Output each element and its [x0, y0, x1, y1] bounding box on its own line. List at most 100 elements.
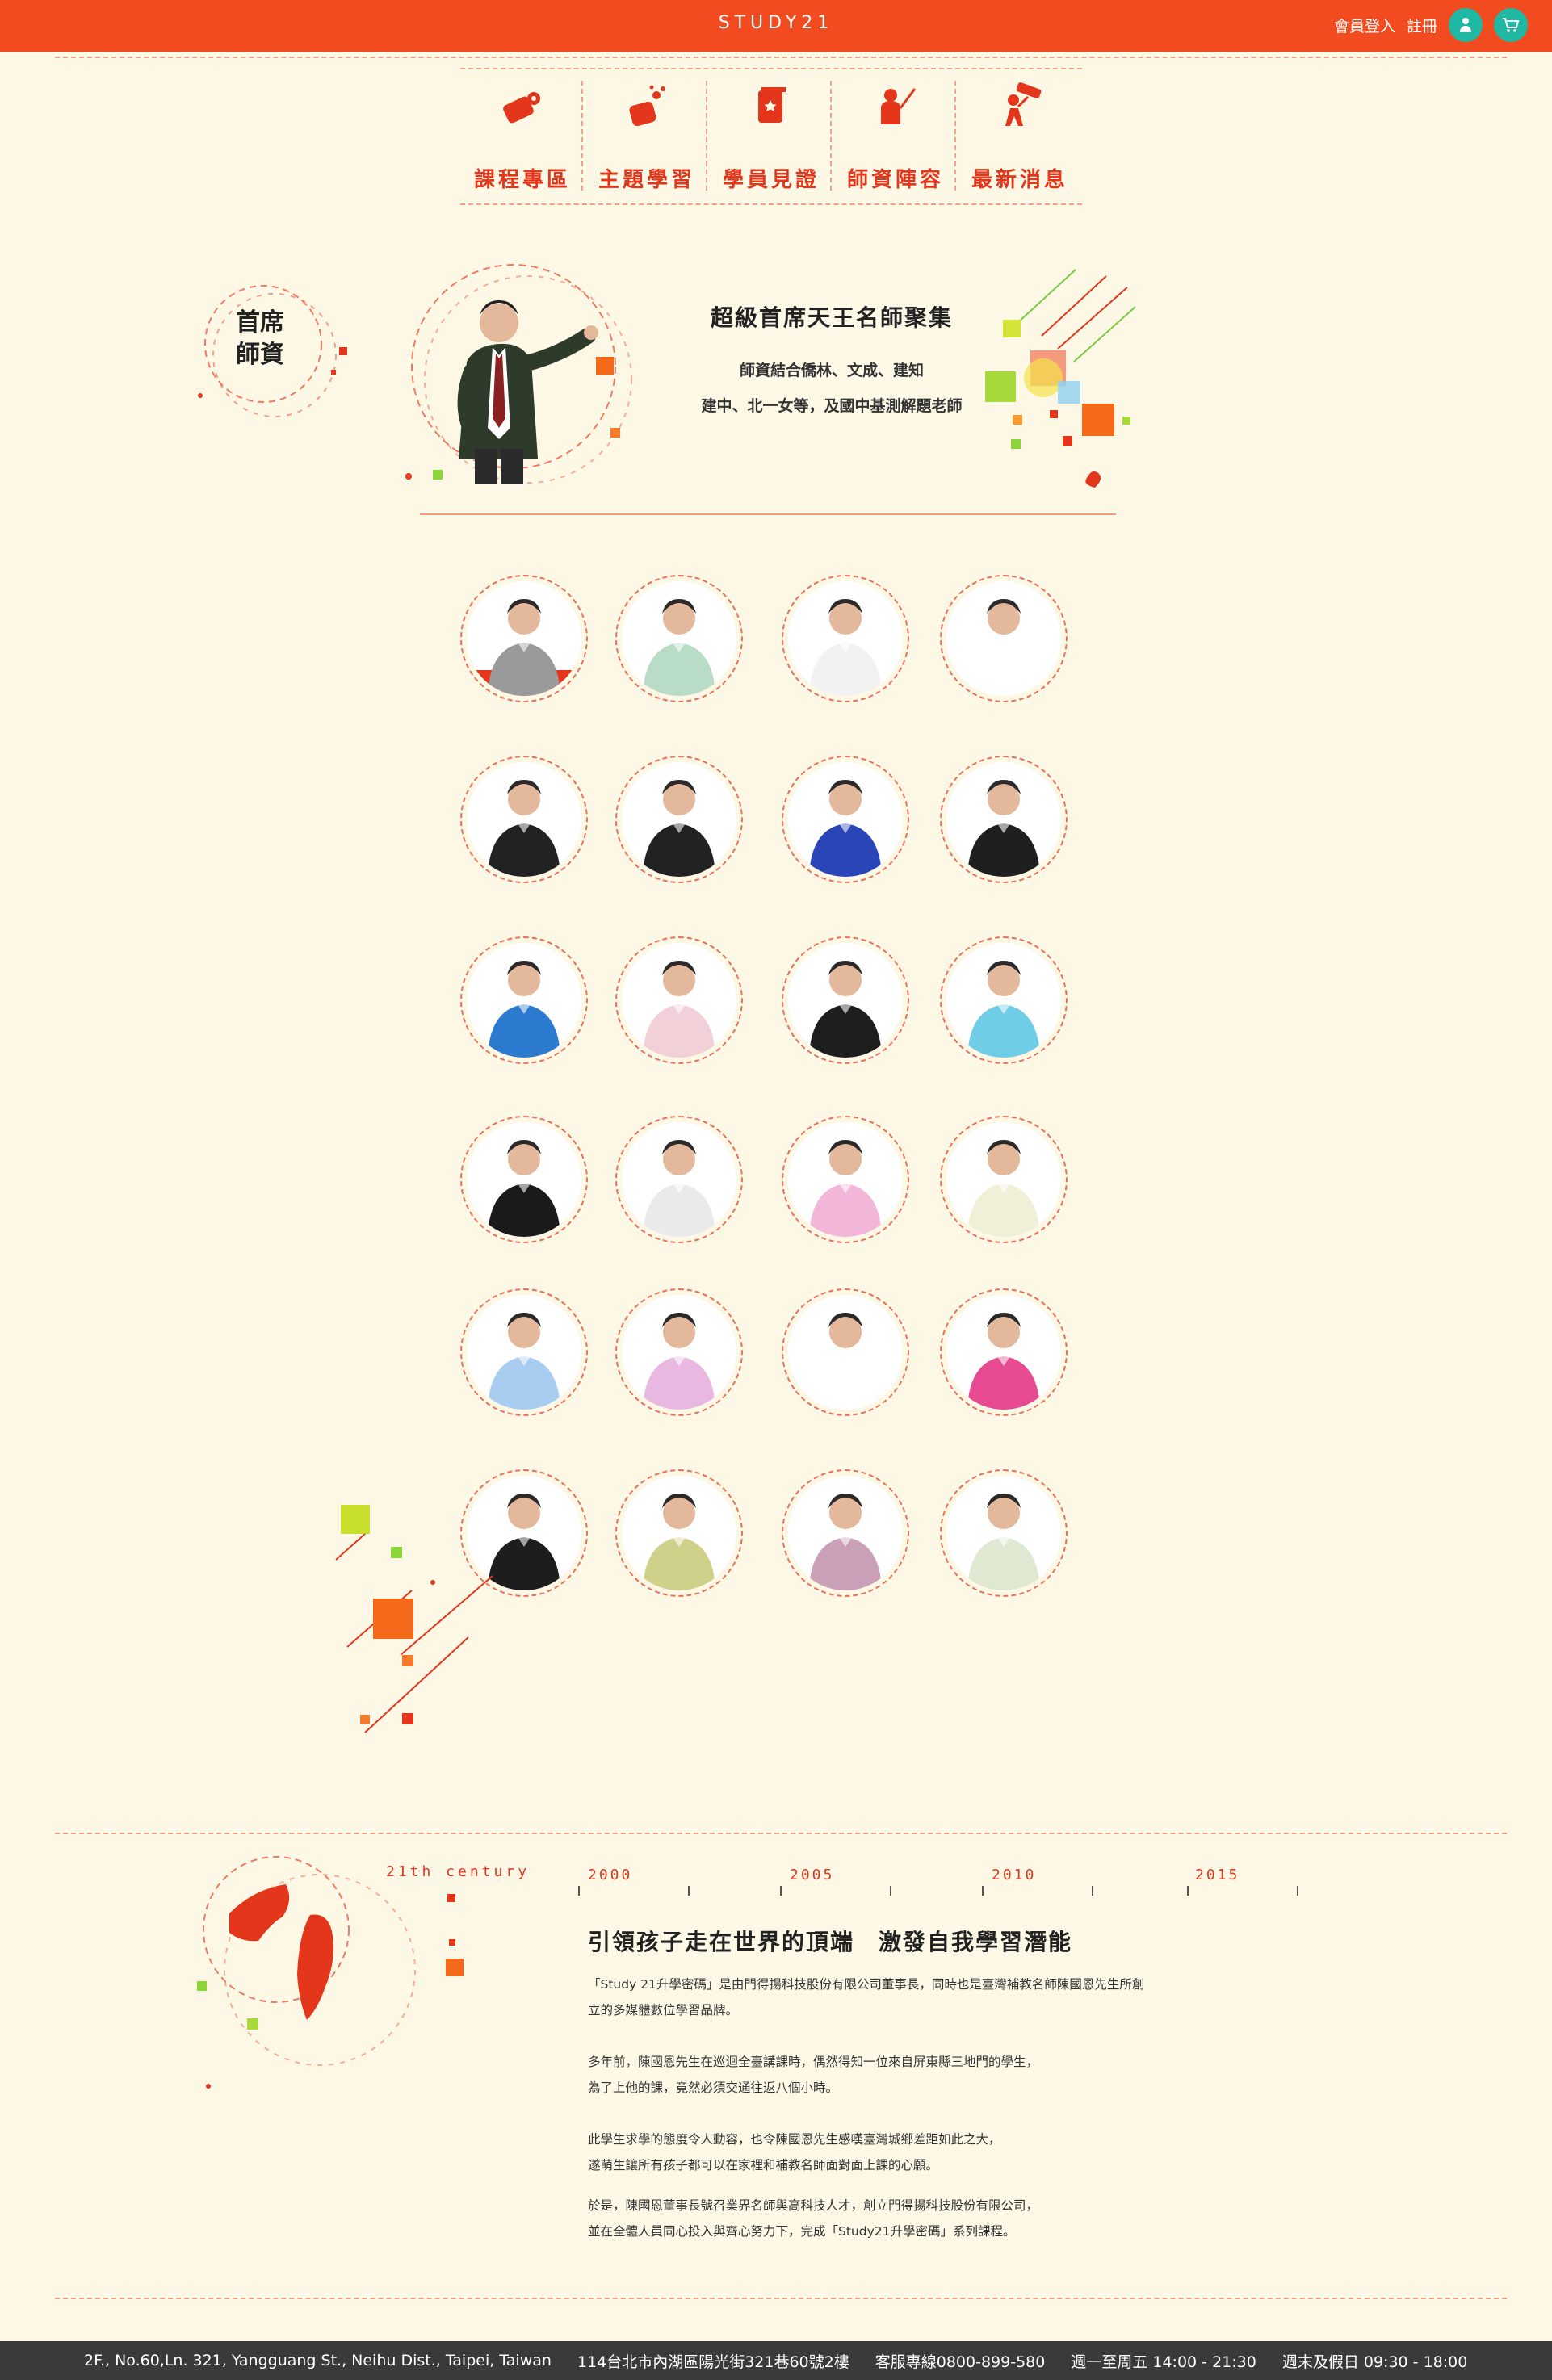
top-bar: STUDY21 會員登入 註冊 — [0, 0, 1552, 52]
cubes-decoration — [335, 1505, 493, 1733]
nav-separator — [581, 81, 583, 191]
nav-label-course: 課程專區 — [473, 168, 571, 192]
teacher-portrait[interactable] — [460, 575, 588, 702]
teacher-portrait[interactable] — [615, 936, 743, 1064]
teacher-photo — [622, 943, 736, 1058]
nav-separator — [954, 81, 956, 191]
taiwan-map-graphic — [197, 1856, 464, 2089]
nav-bottom-line — [460, 203, 1082, 205]
teacher-portrait[interactable] — [782, 1116, 909, 1243]
portrait-ring — [782, 936, 909, 1064]
portrait-ring — [615, 756, 743, 883]
teacher-portrait[interactable] — [615, 1469, 743, 1597]
top-divider — [55, 57, 1507, 58]
portrait-ring — [782, 1116, 909, 1243]
footer-hours-weekend: 週末及假日 09:30 - 18:00 — [1281, 2353, 1468, 2371]
nav-separator — [706, 81, 707, 191]
nav-item-testimonial[interactable]: 學員見證 — [709, 79, 833, 192]
teacher-photo — [788, 762, 903, 877]
teacher-portrait[interactable] — [940, 575, 1068, 702]
teacher-photo — [467, 581, 581, 696]
teacher-portrait[interactable] — [615, 1116, 743, 1243]
nav-separator — [830, 81, 832, 191]
teacher-photo — [467, 762, 581, 877]
teacher-portrait[interactable] — [615, 756, 743, 883]
paragraph-line: 為了上他的課，竟然必須交通往返八個小時。 — [588, 2080, 839, 2095]
nav-item-teacher[interactable]: 師資陣容 — [833, 79, 958, 192]
teacher-portrait[interactable] — [782, 936, 909, 1064]
teacher-portrait[interactable] — [940, 1288, 1068, 1416]
portrait-ring — [782, 575, 909, 702]
portrait-ring — [460, 756, 588, 883]
member-button[interactable] — [1449, 8, 1483, 42]
paragraph-line: 此學生求學的態度令人動容，也令陳國恩先生感嘆臺灣城鄉差距如此之大， — [588, 2132, 1001, 2147]
teacher-portrait[interactable] — [782, 575, 909, 702]
teacher-photo — [622, 581, 736, 696]
chief-label-line2: 師資 — [236, 341, 284, 369]
teacher-photo — [467, 1122, 581, 1237]
teacher-portrait[interactable] — [940, 1469, 1068, 1597]
teacher-photo — [467, 943, 581, 1058]
portrait-ring — [615, 1116, 743, 1243]
paragraph-line: 遂萌生讓所有孩子都可以在家裡和補教名師面對面上課的心願。 — [588, 2158, 939, 2173]
history-top-divider — [55, 1833, 1507, 1834]
teacher-portrait[interactable] — [940, 1116, 1068, 1243]
brand-logo[interactable]: STUDY21 — [718, 13, 834, 33]
cart-icon — [1503, 18, 1520, 32]
timeline-tick — [780, 1886, 782, 1896]
nav-item-topic[interactable]: 主題學習 — [585, 79, 709, 192]
teacher-portrait[interactable] — [782, 756, 909, 883]
nav-label-teacher: 師資陣容 — [846, 168, 944, 192]
teacher-portrait[interactable] — [940, 756, 1068, 883]
teacher-portrait[interactable] — [460, 1116, 588, 1243]
teacher-photo — [946, 943, 1061, 1058]
history-paragraph: 「Study 21升學密碼」是由門得揚科技股份有限公司董事長，同時也是臺灣補教名… — [588, 1971, 1153, 2023]
footer-hotline[interactable]: 客服專線0800-899-580 — [875, 2353, 1046, 2371]
teacher-portrait[interactable] — [460, 1288, 588, 1416]
teacher-photo — [622, 1476, 736, 1590]
timeline-tick — [1092, 1886, 1093, 1896]
timeline-tick — [982, 1886, 984, 1896]
nav-item-news[interactable]: 最新消息 — [958, 79, 1082, 192]
footer-address-en: 2F., No.60,Ln. 321, Yangguang St., Neihu… — [84, 2352, 552, 2370]
teacher-portrait[interactable] — [940, 936, 1068, 1064]
timeline-year[interactable]: 2015 — [1195, 1867, 1240, 1883]
course-icon — [503, 92, 540, 124]
register-link[interactable]: 註冊 — [1406, 17, 1437, 36]
footer-address-zh: 114台北市內湖區陽光街321巷60號2樓 — [577, 2353, 849, 2371]
teacher-photo — [788, 943, 903, 1058]
timeline-tick — [1297, 1886, 1298, 1896]
cart-button[interactable] — [1494, 8, 1528, 42]
paragraph-line: 立的多媒體數位學習品牌。 — [588, 2003, 739, 2018]
category-nav: 課程專區 主題學習 學員見證 師資陣容 — [460, 68, 1082, 205]
nav-top-line — [460, 68, 1082, 69]
portrait-ring — [460, 1469, 588, 1597]
teacher-portrait[interactable] — [782, 1288, 909, 1416]
teacher-photo — [622, 762, 736, 877]
nav-item-course[interactable]: 課程專區 — [460, 79, 585, 192]
teacher-portrait[interactable] — [460, 756, 588, 883]
login-link[interactable]: 會員登入 — [1333, 17, 1395, 36]
portrait-ring — [615, 936, 743, 1064]
portrait-ring — [615, 1288, 743, 1416]
teacher-photo — [946, 1295, 1061, 1410]
teacher-portrait[interactable] — [782, 1469, 909, 1597]
timeline-year[interactable]: 2010 — [992, 1867, 1037, 1883]
chief-teacher-label: 首席 師資 — [228, 307, 292, 371]
history-paragraph: 此學生求學的態度令人動容，也令陳國恩先生感嘆臺灣城鄉差距如此之大， 遂萌生讓所有… — [588, 2126, 1153, 2178]
teacher-portrait[interactable] — [615, 1288, 743, 1416]
hero-decoration — [985, 269, 1136, 488]
topic-icon — [629, 85, 665, 127]
century-label: 21th century — [386, 1863, 531, 1880]
featured-teacher[interactable] — [392, 258, 659, 484]
teacher-portrait[interactable] — [615, 575, 743, 702]
timeline-year[interactable]: 2005 — [790, 1867, 835, 1883]
hero-title: 超級首席天王名師聚集 — [710, 304, 953, 331]
teacher-portrait[interactable] — [460, 1469, 588, 1597]
timeline-tick — [1187, 1886, 1189, 1896]
timeline-year[interactable]: 2000 — [588, 1867, 633, 1883]
teacher-portrait[interactable] — [460, 936, 588, 1064]
portrait-ring — [615, 1469, 743, 1597]
hero-line-1: 師資結合僑林、文成、建知 — [739, 362, 924, 379]
portrait-ring — [782, 1288, 909, 1416]
